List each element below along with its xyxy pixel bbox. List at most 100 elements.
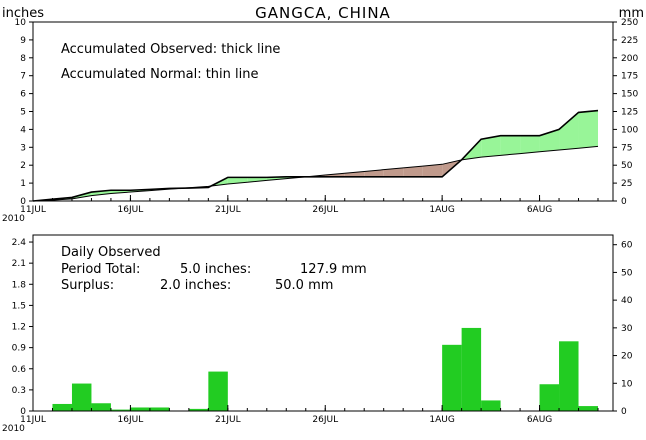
difference-fill-segment — [422, 164, 443, 177]
y-tick-label-mm: 60 — [621, 241, 633, 251]
y-tick-label-inches: 0.3 — [12, 386, 26, 396]
x-tick-label: 11JUL — [20, 415, 46, 425]
y-tick-label-mm: 75 — [621, 143, 632, 153]
daily-bar — [110, 409, 131, 411]
x-tick-label: 1AUG — [429, 415, 454, 425]
daily-bar — [208, 371, 228, 411]
y-tick-label-mm: 10 — [621, 379, 633, 389]
accumulated-observed-line — [32, 109, 599, 202]
x-tick-label: 21JUL — [215, 205, 241, 215]
y-tick-label-inches: 3 — [20, 143, 26, 153]
y-tick-label-inches: 1 — [20, 179, 26, 189]
daily-bar — [188, 408, 209, 411]
top-x-axis-ticks: 11JUL 16JUL 21JUL 26JUL 1AUG 6AUG 2010 — [2, 195, 599, 224]
y-tick-label-mm: 20 — [621, 352, 633, 362]
y-tick-label-mm: 125 — [621, 108, 638, 118]
difference-fill-segment — [500, 135, 521, 156]
daily-bar — [442, 344, 462, 411]
y-tick-label-mm: 50 — [621, 268, 633, 278]
x-tick-label: 16JUL — [118, 205, 144, 215]
difference-fill-segment — [247, 177, 267, 183]
y-tick-label-inches: 4 — [20, 125, 26, 135]
y-tick-label-mm: 150 — [621, 90, 638, 100]
y-tick-label-inches: 5 — [20, 108, 26, 118]
bottom-panel: 0 0.3 0.6 0.9 1.2 1.5 1.8 2.1 2.4 0 10 20 30 40 50 60 1… — [2, 234, 633, 434]
difference-fill-segment — [578, 110, 598, 149]
y-tick-label-mm: 40 — [621, 296, 633, 306]
x-tick-label: 16JUL — [118, 415, 144, 425]
y-tick-label-inches: 10 — [15, 18, 27, 28]
difference-fill-segment — [559, 112, 579, 150]
y-tick-label-mm: 175 — [621, 72, 638, 82]
difference-fill-segment — [91, 190, 111, 196]
y-tick-label-inches: 0 — [20, 407, 26, 417]
y-tick-label-inches: 2 — [20, 161, 26, 171]
y-tick-label-inches: 0.9 — [12, 344, 27, 354]
accumulated-normal-line — [32, 145, 599, 202]
y-tick-label-inches: 0 — [20, 197, 26, 207]
daily-bar — [91, 403, 111, 411]
daily-bar — [539, 384, 560, 411]
difference-fills — [33, 110, 598, 201]
surplus-mm: 50.0 mm — [275, 278, 333, 293]
daily-bar — [461, 327, 482, 411]
y-tick-label-mm: 250 — [621, 18, 638, 28]
daily-bar — [149, 407, 170, 411]
unit-left-label: inches — [2, 6, 44, 21]
y-tick-label-mm: 100 — [621, 125, 638, 135]
daily-observed-heading: Daily Observed — [61, 245, 161, 260]
x-tick-label: 26JUL — [312, 415, 338, 425]
period-total-label: Period Total: — [61, 262, 140, 277]
x-year-label: 2010 — [2, 214, 25, 224]
y-tick-label-inches: 2.1 — [12, 259, 26, 269]
chart-title: GANGCA, CHINA — [255, 4, 391, 22]
difference-fill-segment — [520, 135, 540, 154]
difference-fill-segment — [481, 135, 501, 158]
y-tick-label-mm: 30 — [621, 324, 633, 334]
bottom-y-axis-ticks: 0 0.3 0.6 0.9 1.2 1.5 1.8 2.1 2.4 0 10 20 30 40 50 60 — [12, 238, 633, 417]
y-tick-label-inches: 1.8 — [12, 280, 27, 290]
y-tick-label-mm: 50 — [621, 161, 633, 171]
y-tick-label-inches: 1.2 — [12, 323, 26, 333]
period-total-mm: 127.9 mm — [300, 262, 367, 277]
daily-bar — [578, 406, 598, 411]
difference-fill-segment — [344, 171, 365, 177]
difference-fill-segment — [539, 129, 560, 152]
y-tick-label-mm: 25 — [621, 179, 632, 189]
daily-bar — [481, 400, 501, 411]
x-tick-label: 11JUL — [20, 205, 46, 215]
bottom-plot-frame — [32, 234, 614, 412]
top-panel: 0123456789100255075100125150175200225250… — [2, 18, 638, 224]
period-total-inches: 5.0 inches: — [180, 262, 251, 277]
daily-bar — [52, 403, 72, 411]
daily-bar — [71, 383, 92, 411]
y-tick-label-inches: 8 — [20, 54, 26, 64]
surplus-label: Surplus: — [61, 278, 114, 293]
y-tick-label-inches: 7 — [20, 72, 26, 82]
y-tick-label-mm: 0 — [621, 407, 627, 417]
daily-bars — [52, 327, 598, 411]
x-tick-label: 6AUG — [527, 205, 552, 215]
y-tick-label-mm: 0 — [621, 197, 627, 207]
bottom-x-axis-ticks: 11JUL 16JUL 21JUL 26JUL 1AUG 6AUG 2010 — [2, 405, 599, 434]
y-tick-label-inches: 2.4 — [12, 238, 27, 248]
y-tick-label-inches: 9 — [20, 36, 26, 46]
x-tick-label: 21JUL — [215, 415, 241, 425]
x-year-label: 2010 — [2, 424, 25, 434]
x-tick-label: 6AUG — [527, 415, 552, 425]
legend-normal: Accumulated Normal: thin line — [61, 67, 259, 82]
y-tick-label-inches: 0.6 — [12, 365, 27, 375]
y-tick-label-inches: 1.5 — [12, 301, 26, 311]
difference-fill-segment — [383, 167, 404, 177]
y-tick-label-mm: 200 — [621, 54, 638, 64]
x-tick-label: 26JUL — [312, 205, 338, 215]
y-tick-label-mm: 225 — [621, 36, 638, 46]
legend-observed: Accumulated Observed: thick line — [61, 42, 280, 57]
y-tick-label-inches: 6 — [20, 90, 26, 100]
difference-fill-segment — [403, 166, 423, 177]
unit-right-label: mm — [619, 6, 644, 21]
surplus-inches: 2.0 inches: — [160, 278, 231, 293]
daily-bar — [130, 407, 150, 411]
